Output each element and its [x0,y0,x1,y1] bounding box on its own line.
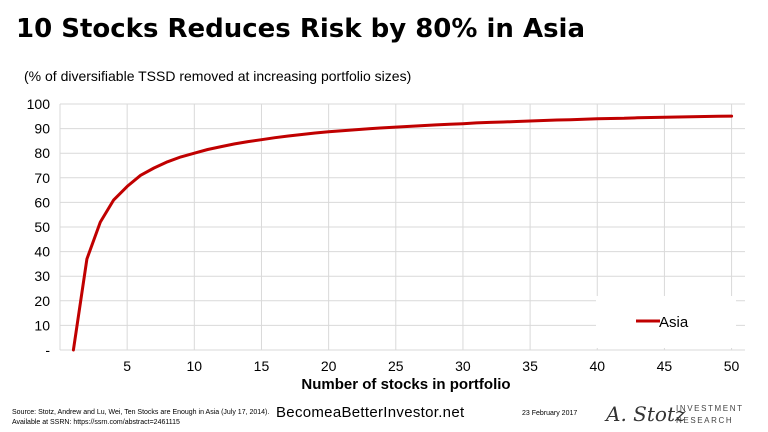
x-tick-label: 10 [187,358,203,374]
series-lines [71,114,734,352]
footer-date: 23 February 2017 [522,410,578,417]
chart-subtitle: (% of diversifiable TSSD removed at incr… [24,68,412,84]
y-axis-ticks: - 10 20 30 40 50 60 70 80 90 100 [27,96,51,358]
y-tick-label: 100 [27,96,51,112]
x-tick-label: 35 [522,358,538,374]
x-tick-label: 15 [254,358,270,374]
x-tick-label: 40 [589,358,605,374]
source-note: Source: Stotz, Andrew and Lu, Wei, Ten S… [12,409,270,426]
y-tick-label: - [45,342,50,358]
line-chart: - 10 20 30 40 50 60 70 80 90 100 5 10 15 20 25 30 35 40 45… [27,96,745,393]
logo-line-2: RESEARCH [676,416,734,425]
legend-label-asia: Asia [659,314,689,331]
y-tick-label: 50 [34,219,50,235]
x-axis-ticks: 5 10 15 20 25 30 35 40 45 50 [123,358,739,374]
x-tick-label: 30 [455,358,471,374]
y-tick-label: 20 [34,293,50,309]
x-tick-label: 50 [724,358,740,374]
y-tick-label: 60 [34,194,50,210]
logo-signature: A. Stotz [606,402,686,426]
website-link[interactable]: BecomeaBetterInvestor.net [276,404,465,421]
y-tick-label: 10 [34,317,50,333]
company-logo: A. Stotz INVESTMENT RESEARCH [606,400,764,430]
logo-line-1: INVESTMENT [676,404,744,413]
series-line-asia [71,114,734,352]
legend: Asia [596,296,736,348]
x-tick-label: 25 [388,358,404,374]
y-tick-label: 80 [34,145,50,161]
y-tick-label: 40 [34,244,50,260]
logo-text: INVESTMENT RESEARCH [676,403,744,427]
x-tick-label: 5 [123,358,131,374]
y-tick-label: 70 [34,170,50,186]
chart-title: 10 Stocks Reduces Risk by 80% in Asia [16,14,586,44]
y-tick-label: 30 [34,268,50,284]
x-axis-label: Number of stocks in portfolio [301,376,510,393]
x-tick-label: 20 [321,358,337,374]
x-tick-label: 45 [657,358,673,374]
y-tick-label: 90 [34,121,50,137]
